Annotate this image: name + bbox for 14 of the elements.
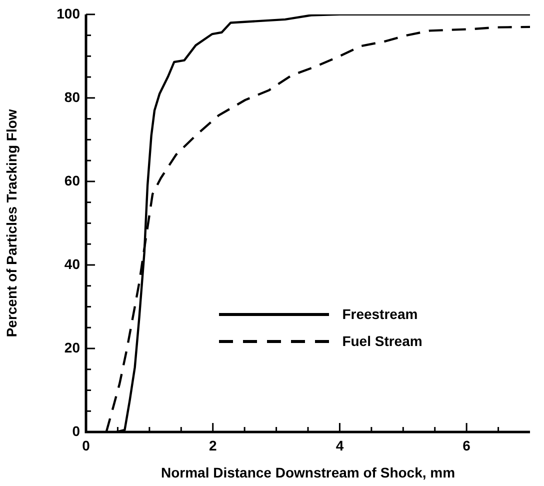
legend-label: Freestream xyxy=(342,306,418,322)
x-tick-label: 2 xyxy=(208,437,217,454)
y-tick-label: 100 xyxy=(56,5,80,22)
y-tick-label: 60 xyxy=(64,172,80,188)
y-tick-label: 40 xyxy=(64,256,80,272)
y-tick-label: 80 xyxy=(64,88,80,105)
x-tick-label: 4 xyxy=(336,437,344,454)
y-axis-title: Percent of Particles Tracking Flow xyxy=(3,109,20,338)
x-tick-label: 6 xyxy=(462,437,471,454)
y-tick-label: 20 xyxy=(64,339,80,356)
x-tick-label: 0 xyxy=(82,437,90,454)
x-axis-title: Normal Distance Downstream of Shock, mm xyxy=(160,464,456,480)
y-tick-label: 0 xyxy=(72,422,80,439)
legend-label: Fuel Stream xyxy=(342,333,422,350)
